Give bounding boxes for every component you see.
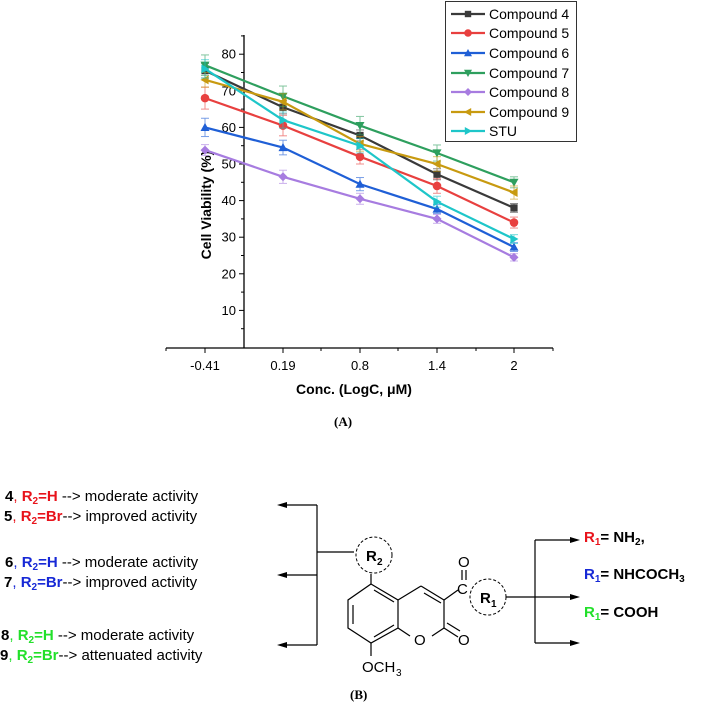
- x-tick-label: 1.4: [428, 358, 446, 373]
- chart-legend: Compound 4 Compound 5 Compound 6 Compound 7…: [445, 1, 577, 142]
- diamond-marker-icon: [451, 88, 485, 97]
- svg-text:R: R: [480, 590, 491, 607]
- legend-item: Compound 8: [450, 82, 576, 102]
- triangle-right-marker-icon: [451, 127, 485, 136]
- sar-line-compound-4: 4, R2=H --> moderate activity: [5, 488, 199, 507]
- svg-text:1: 1: [491, 599, 497, 610]
- sar-line-compound-7: 7, R2=Br--> improved activity: [4, 574, 198, 593]
- r1-option: R1= COOH: [584, 604, 659, 623]
- x-axis-title: Conc. (LogC, μM): [296, 381, 412, 397]
- legend-label: STU: [489, 123, 517, 140]
- legend-item: Compound 6: [450, 43, 576, 63]
- panel-b-label: (B): [350, 687, 368, 702]
- square-marker-icon: [451, 10, 485, 17]
- x-tick-label: -0.41: [190, 358, 220, 373]
- series-stu: [201, 59, 519, 244]
- y-tick-label: 60: [222, 120, 236, 135]
- methoxy-group: OCH: [362, 659, 395, 676]
- carbonyl-carbon: C: [457, 581, 468, 598]
- legend-label: Compound 7: [489, 64, 570, 81]
- series-compound-6: [200, 117, 519, 252]
- r2-substituent-circle: [355, 536, 393, 574]
- legend-item: Compound 7: [450, 63, 576, 83]
- y-tick-label: 40: [222, 193, 236, 208]
- svg-text:3: 3: [396, 668, 402, 679]
- r1-substituent-circle: [469, 578, 507, 616]
- y-tick-label: 30: [222, 230, 236, 245]
- circle-marker-icon: [451, 29, 485, 38]
- sar-line-compound-8: 8, R2=H --> moderate activity: [1, 627, 195, 646]
- r1-option: R1= NHCOCH3: [584, 566, 685, 585]
- legend-label: Compound 8: [489, 84, 570, 101]
- ring-oxygen: O: [414, 632, 426, 649]
- y-tick-label: 80: [222, 47, 236, 62]
- legend-item: STU: [450, 122, 576, 142]
- y-axis-title: Cell Viability (%): [198, 151, 214, 260]
- sar-line-compound-9: 9, R2=Br--> attenuated activity: [0, 647, 203, 666]
- x-tick-label: 0.19: [270, 358, 295, 373]
- legend-label: Compound 4: [489, 5, 570, 22]
- legend-item: Compound 5: [450, 24, 576, 44]
- legend-label: Compound 9: [489, 103, 570, 120]
- carbonyl-oxygen: O: [458, 554, 470, 571]
- triangle-down-marker-icon: [451, 69, 485, 77]
- r1-option: R1= NH2,: [584, 529, 645, 548]
- legend-item: Compound 9: [450, 102, 576, 122]
- triangle-up-marker-icon: [451, 48, 485, 57]
- sar-line-compound-5: 5, R2=Br--> improved activity: [4, 508, 198, 527]
- lactone-oxygen: O: [458, 632, 470, 649]
- svg-text:R: R: [366, 548, 377, 565]
- x-tick-label: 2: [510, 358, 517, 373]
- x-tick-label: 0.8: [351, 358, 369, 373]
- series-compound-8: [200, 144, 519, 262]
- triangle-left-marker-icon: [451, 107, 485, 116]
- sar-line-compound-6: 6, R2=H --> moderate activity: [5, 554, 199, 573]
- legend-label: Compound 5: [489, 25, 570, 42]
- legend-item: Compound 4: [450, 4, 576, 24]
- svg-text:2: 2: [377, 557, 383, 568]
- y-tick-label: 20: [222, 266, 236, 281]
- legend-label: Compound 6: [489, 44, 570, 61]
- panel-a-label: (A): [334, 414, 353, 429]
- series-compound-5: [200, 86, 519, 229]
- y-tick-label: 10: [222, 303, 236, 318]
